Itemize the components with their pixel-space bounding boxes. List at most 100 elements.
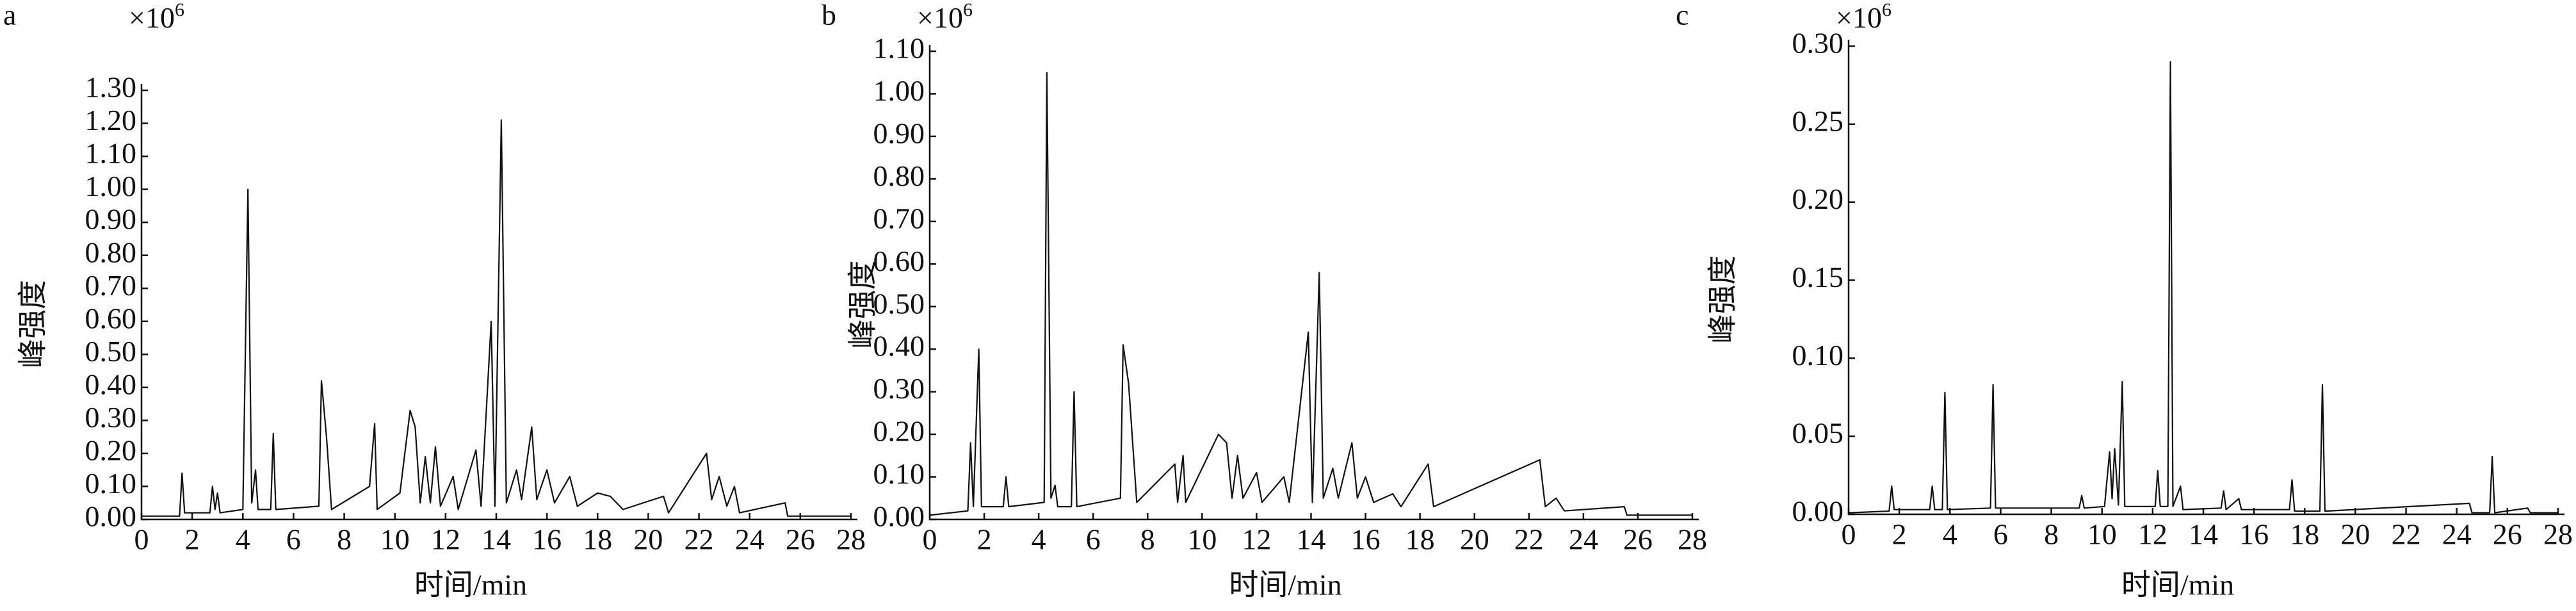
x-axis-label: 时间/min (2121, 569, 2234, 601)
y-tick-label: 0.25 (1792, 104, 1844, 137)
x-tick-label: 10 (2087, 518, 2117, 551)
y-tick-label: 1.10 (873, 32, 925, 65)
x-tick-label: 4 (236, 523, 250, 556)
x-tick-label: 20 (633, 523, 663, 556)
y-tick-label: 0.10 (1792, 339, 1844, 371)
y-tick-label: 1.00 (873, 74, 925, 107)
x-tick-label: 10 (1187, 523, 1217, 556)
x-tick-label: 26 (1623, 523, 1653, 556)
x-tick-label: 2 (185, 523, 200, 556)
y-tick-label: 0.20 (873, 415, 925, 448)
x-tick-label: 4 (1943, 518, 1957, 551)
chromatogram-line (929, 72, 1692, 516)
y-tick-label: 0.00 (1792, 495, 1844, 528)
panel: a ×1060.000.100.200.300.400.500.600.700.8… (3, 0, 866, 601)
x-tick-label: 10 (380, 523, 410, 556)
x-tick-label: 6 (286, 523, 301, 556)
x-tick-label: 22 (2392, 518, 2421, 551)
y-axis-label: 峰强度 (1706, 256, 1739, 344)
panel: b ×1060.000.100.200.300.400.500.600.700.8… (822, 0, 1707, 601)
x-tick-label: 20 (2340, 518, 2370, 551)
y-axis-label: 峰强度 (17, 280, 49, 368)
y-multiplier: ×106 (917, 0, 973, 34)
x-tick-label: 14 (1297, 523, 1326, 556)
x-axis-label: 时间/min (1229, 569, 1341, 601)
panel-label: a (3, 0, 16, 31)
y-tick-label: 1.30 (85, 71, 137, 104)
x-tick-label: 16 (2239, 518, 2269, 551)
y-multiplier-base: ×10 (917, 1, 963, 34)
x-tick-label: 2 (977, 523, 992, 556)
x-tick-label: 24 (2442, 518, 2472, 551)
axis-line (1847, 40, 2564, 516)
x-tick-label: 8 (337, 523, 352, 556)
x-tick-label: 16 (1351, 523, 1381, 556)
y-tick-label: 0.00 (873, 500, 925, 533)
x-tick-label: 22 (685, 523, 714, 556)
chromatogram-line (1848, 61, 2558, 514)
y-tick-label: 0.00 (85, 500, 137, 533)
x-tick-label: 20 (1460, 523, 1489, 556)
y-tick-label: 0.20 (1792, 183, 1844, 215)
x-tick-label: 8 (1140, 523, 1155, 556)
chromatogram-line (142, 119, 851, 517)
y-tick-label: 0.60 (85, 302, 137, 334)
y-tick-label: 1.10 (85, 137, 137, 170)
x-tick-label: 28 (2543, 518, 2573, 551)
x-tick-label: 12 (2138, 518, 2167, 551)
y-tick-label: 0.10 (873, 457, 925, 490)
y-multiplier-base: ×10 (1836, 1, 1882, 34)
y-tick-label: 0.70 (873, 202, 925, 234)
y-multiplier-exponent: 6 (963, 0, 973, 20)
x-tick-label: 0 (134, 523, 149, 556)
y-tick-label: 0.40 (85, 368, 137, 400)
x-axis-label: 时间/min (414, 569, 527, 601)
y-tick-label: 0.30 (1792, 27, 1844, 60)
y-tick-label: 0.80 (85, 236, 137, 268)
x-tick-label: 18 (2290, 518, 2319, 551)
y-tick-label: 0.90 (873, 117, 925, 149)
y-axis-label: 峰强度 (847, 261, 879, 349)
y-tick-label: 1.00 (85, 170, 137, 202)
x-tick-label: 12 (1242, 523, 1271, 556)
y-tick-label: 1.20 (85, 104, 137, 136)
y-tick-label: 0.80 (873, 159, 925, 192)
y-tick-label: 0.10 (85, 467, 137, 500)
x-tick-label: 22 (1514, 523, 1544, 556)
y-multiplier-exponent: 6 (175, 0, 184, 20)
y-multiplier: ×106 (129, 0, 184, 34)
x-tick-label: 12 (431, 523, 460, 556)
x-tick-label: 18 (583, 523, 612, 556)
panel-label: b (822, 0, 836, 31)
y-tick-label: 0.20 (85, 434, 137, 466)
x-tick-label: 24 (735, 523, 765, 556)
y-tick-label: 0.90 (85, 203, 137, 236)
x-tick-label: 14 (2189, 518, 2218, 551)
y-tick-label: 0.40 (873, 330, 925, 363)
y-multiplier-exponent: 6 (1882, 0, 1891, 20)
x-tick-label: 6 (1086, 523, 1101, 556)
x-tick-label: 4 (1032, 523, 1046, 556)
x-tick-label: 16 (532, 523, 562, 556)
x-tick-label: 28 (836, 523, 866, 556)
x-tick-label: 6 (1993, 518, 2008, 551)
y-tick-label: 0.70 (85, 269, 137, 302)
x-tick-label: 0 (1842, 518, 1856, 551)
panel-label: c (1676, 0, 1689, 31)
x-tick-label: 14 (482, 523, 511, 556)
y-tick-label: 0.50 (85, 335, 137, 368)
x-tick-label: 2 (1892, 518, 1907, 551)
y-tick-label: 0.15 (1792, 261, 1844, 293)
x-tick-label: 26 (786, 523, 815, 556)
x-tick-label: 18 (1405, 523, 1435, 556)
y-multiplier: ×106 (1836, 0, 1891, 34)
y-tick-label: 0.05 (1792, 417, 1844, 450)
y-tick-label: 0.60 (873, 245, 925, 277)
x-tick-label: 8 (2044, 518, 2059, 551)
x-tick-label: 26 (2493, 518, 2522, 551)
x-tick-label: 28 (1678, 523, 1707, 556)
y-tick-label: 0.50 (873, 287, 925, 320)
y-tick-label: 0.30 (873, 372, 925, 405)
